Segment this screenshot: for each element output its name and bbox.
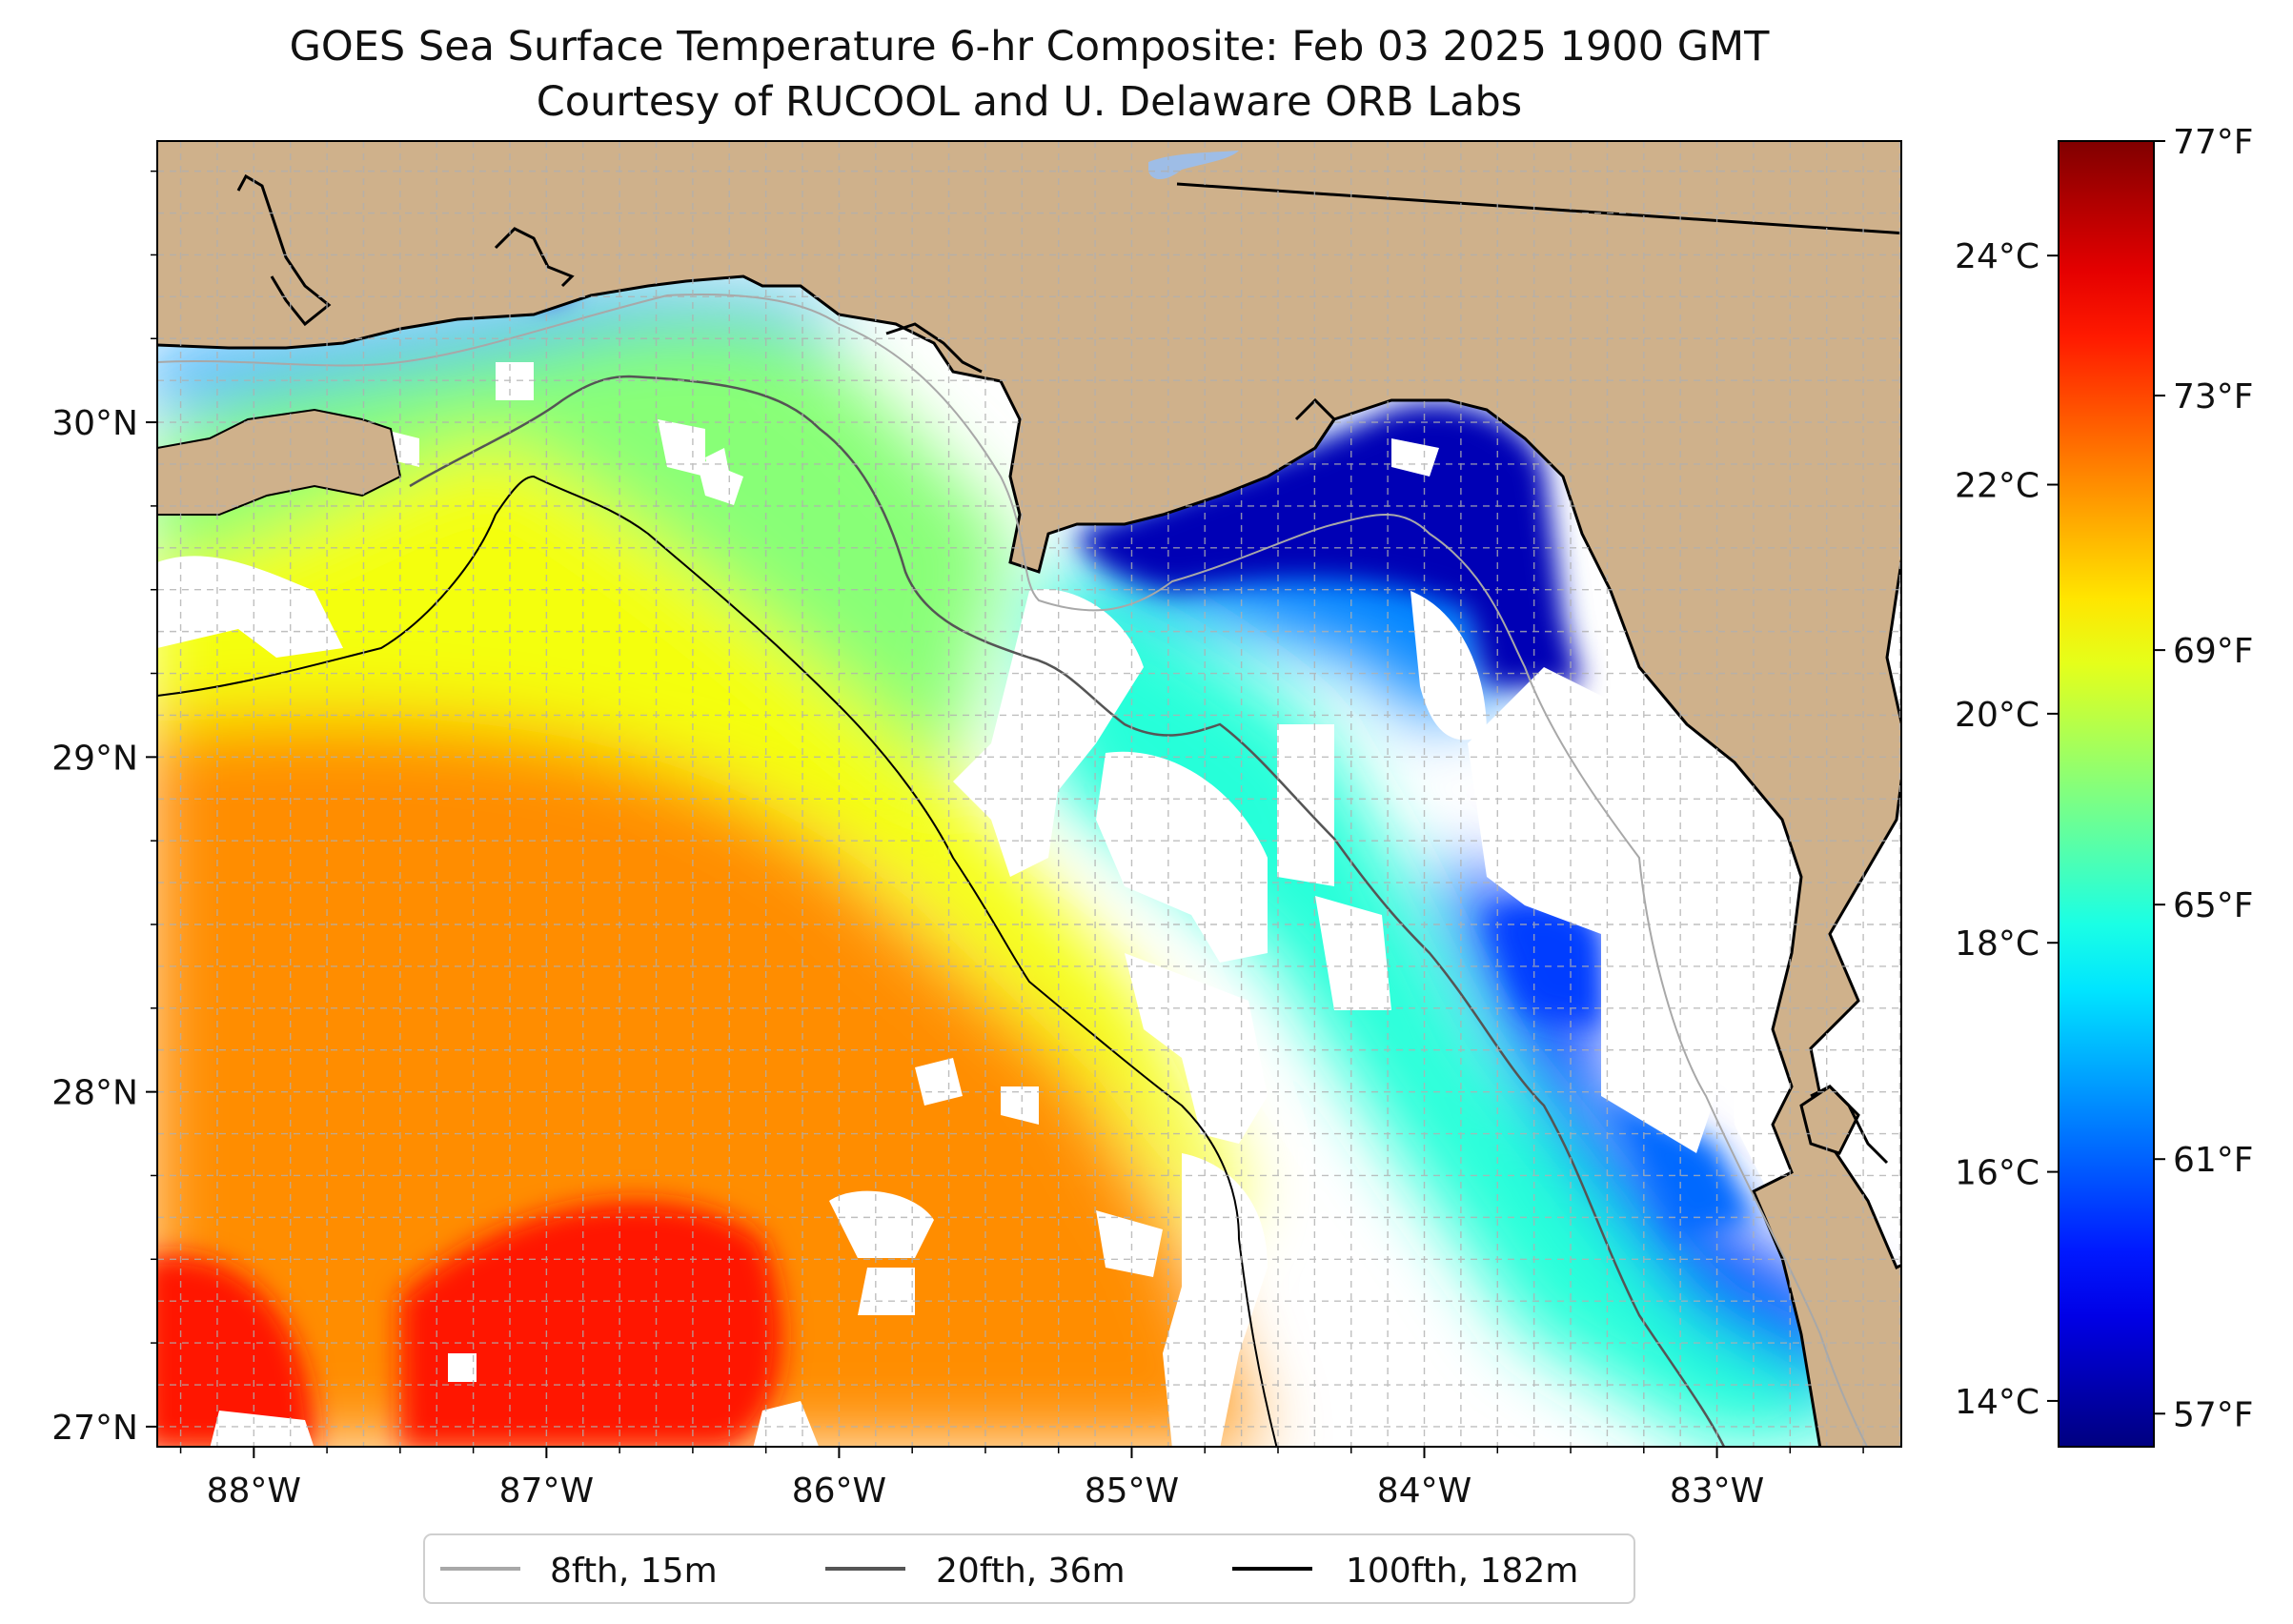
colorbar: 14°C 16°C 18°C 20°C 22°C 24°C 57°F 61°F 65°F 69°… — [1955, 123, 2254, 1448]
legend-box — [423, 1533, 1635, 1604]
coast-inlet-3 — [885, 322, 983, 374]
coast-inlet-4 — [1294, 397, 1336, 449]
isobath-100fth — [157, 475, 1278, 1447]
legend-label-20fth: 20fth, 36m — [936, 1552, 1126, 1591]
cloud-mask-mid-7 — [705, 448, 734, 496]
cloud-mask-south-3 — [1096, 1210, 1163, 1277]
sst-field — [157, 199, 1887, 1447]
cloud-mask-1 — [953, 589, 1144, 877]
legend: 8fth, 15m 20fth, 36m 100fth, 182m — [423, 1533, 1635, 1604]
lake-inland — [1148, 151, 1239, 180]
cloud-mask-mid-8 — [1391, 438, 1439, 477]
legend-label-8fth: 8fth, 15m — [550, 1552, 718, 1591]
colorbar-fahrenheit-tick-label: 69°F — [2173, 632, 2254, 671]
isobath-20fth — [409, 375, 1726, 1447]
sst-field-inner-shelf — [1029, 572, 1887, 1447]
x-tick-label: 84°W — [1377, 1472, 1471, 1511]
sst-field-mid-shelf — [157, 443, 1239, 1239]
isobath-8fth — [157, 294, 1869, 1447]
cloud-mask-south-2 — [858, 1268, 915, 1315]
x-tick-label: 88°W — [207, 1472, 301, 1511]
sst-apalachee-bay — [1077, 403, 1582, 686]
cloud-mask-big-bend — [1468, 667, 1715, 1153]
y-axis: 27°N 28°N 29°N 30°N — [51, 170, 157, 1448]
x-tick-label: 87°W — [499, 1472, 594, 1511]
y-tick-label: 30°N — [51, 404, 138, 443]
cloud-mask-5 — [1277, 724, 1334, 886]
map-frame — [156, 140, 1902, 1448]
colorbar-celsius-tick-label: 22°C — [1955, 467, 2039, 506]
legend-label-100fth: 100fth, 182m — [1346, 1552, 1578, 1591]
cloud-mask-3 — [1125, 953, 1268, 1144]
cloud-mask-2 — [1096, 751, 1268, 963]
x-tick-label: 83°W — [1670, 1472, 1764, 1511]
gridlines — [157, 141, 1901, 1447]
colorbar-celsius-tick-label: 18°C — [1955, 924, 2039, 964]
cloud-mask-south-4 — [210, 1411, 315, 1447]
cloud-mask-south-5 — [448, 1353, 477, 1382]
y-tick-label: 28°N — [51, 1074, 138, 1113]
land — [157, 141, 1901, 1447]
colorbar-fahrenheit-tick-label: 57°F — [2173, 1395, 2254, 1434]
coast-inlet-2 — [494, 227, 575, 288]
sst-field-panhandle-nearshore — [157, 281, 858, 408]
y-tick-label: 29°N — [51, 739, 138, 778]
cloud-mask-south-1 — [829, 1190, 934, 1258]
isobaths — [157, 294, 1869, 1447]
coast-inlet-5 — [1810, 1085, 1889, 1165]
colorbar-celsius-tick-label: 14°C — [1955, 1383, 2039, 1422]
colorbar-celsius-tick-label: 24°C — [1955, 237, 2039, 276]
land-north-coast — [157, 141, 1901, 1447]
cloud-mask-mid-2 — [1001, 1086, 1039, 1125]
colorbar-fahrenheit-tick-label: 73°F — [2173, 377, 2254, 416]
map-title: GOES Sea Surface Temperature 6-hr Compos… — [289, 23, 1770, 71]
map-subtitle: Courtesy of RUCOOL and U. Delaware ORB L… — [536, 78, 1523, 126]
cloud-mask-7 — [1410, 591, 1487, 741]
x-tick-label: 86°W — [792, 1472, 886, 1511]
cloud-mask-mid-1 — [915, 1058, 963, 1106]
y-tick-label: 27°N — [51, 1409, 138, 1448]
cloud-mask-west — [157, 556, 343, 658]
colorbar-fahrenheit-tick-label: 61°F — [2173, 1141, 2254, 1180]
sst-hot-corner — [157, 1254, 315, 1447]
cloud-mask-mid-3 — [658, 419, 705, 477]
state-boundary-line — [1176, 182, 1901, 235]
coast-inlet-1 — [236, 173, 332, 327]
colorbar-celsius-ticks: 14°C 16°C 18°C 20°C 22°C 24°C — [1955, 237, 2059, 1422]
colorbar-celsius-tick-label: 20°C — [1955, 696, 2039, 735]
colorbar-celsius-tick-label: 16°C — [1955, 1154, 2039, 1193]
colorbar-fahrenheit-ticks: 57°F 61°F 65°F 69°F 73°F 77°F — [2154, 123, 2254, 1434]
map-area — [157, 141, 1901, 1447]
colorbar-fahrenheit-tick-label: 65°F — [2173, 886, 2254, 925]
colorbar-fahrenheit-tick-label: 77°F — [2173, 123, 2254, 162]
colorbar-gradient — [2058, 140, 2155, 1448]
cloud-mask-4 — [1163, 1153, 1268, 1447]
cloud-mask-mid-6 — [496, 362, 534, 400]
x-tick-label: 85°W — [1085, 1472, 1179, 1511]
x-axis: 88°W 87°W 86°W 85°W 84°W 83°W — [179, 1447, 1864, 1511]
sst-cedar-key-cool — [1487, 902, 1601, 1029]
sst-tampa-bay-cool — [1601, 1096, 1754, 1239]
sst-field-warm-south — [157, 710, 1258, 1447]
